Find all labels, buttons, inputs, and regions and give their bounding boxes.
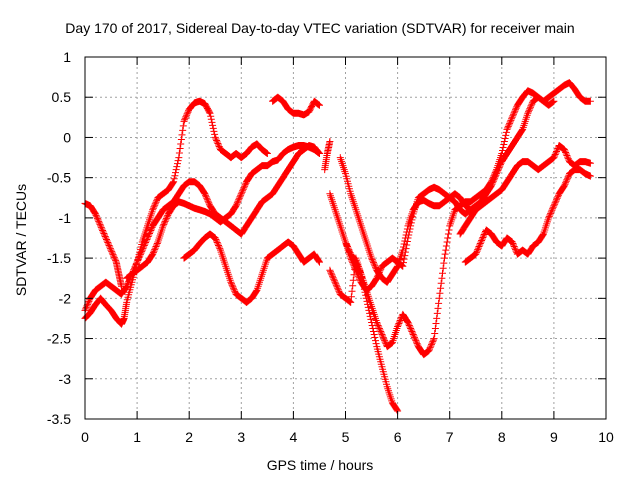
- x-tick-label: 3: [237, 429, 245, 445]
- x-tick-label: 4: [290, 429, 298, 445]
- data-markers: [81, 79, 594, 415]
- chart-title: Day 170 of 2017, Sidereal Day-to-day VTE…: [65, 20, 575, 36]
- grid-lines: [85, 57, 606, 419]
- x-tick-label: 7: [446, 429, 454, 445]
- y-tick-label: -1.5: [47, 250, 71, 266]
- y-tick-label: -3: [59, 371, 72, 387]
- y-tick-label: -2: [59, 290, 72, 306]
- x-tick-label: 2: [185, 429, 193, 445]
- x-tick-label: 0: [81, 429, 89, 445]
- x-tick-label: 10: [598, 429, 614, 445]
- x-tick-label: 6: [394, 429, 402, 445]
- x-tick-label: 8: [498, 429, 506, 445]
- y-tick-labels: -3.5 -3 -2.5 -2 -1.5 -1 -0.5 0 0.5 1: [47, 49, 71, 427]
- axis-ticks: [84, 56, 607, 420]
- y-tick-label: 1: [63, 49, 71, 65]
- y-axis-label: SDTVAR / TECUs: [13, 183, 29, 297]
- y-tick-label: -1: [59, 210, 72, 226]
- x-tick-labels: 0 1 2 3 4 5 6 7 8 9 10: [81, 429, 614, 445]
- x-axis-label: GPS time / hours: [266, 457, 374, 473]
- y-tick-label: 0.5: [52, 89, 72, 105]
- x-tick-label: 9: [550, 429, 558, 445]
- y-tick-label: 0: [63, 129, 71, 145]
- y-tick-label: -3.5: [47, 411, 71, 427]
- series-markers: [81, 79, 594, 415]
- x-tick-label: 1: [133, 429, 141, 445]
- y-tick-label: -2.5: [47, 331, 71, 347]
- x-tick-label: 5: [342, 429, 350, 445]
- y-tick-label: -0.5: [47, 170, 71, 186]
